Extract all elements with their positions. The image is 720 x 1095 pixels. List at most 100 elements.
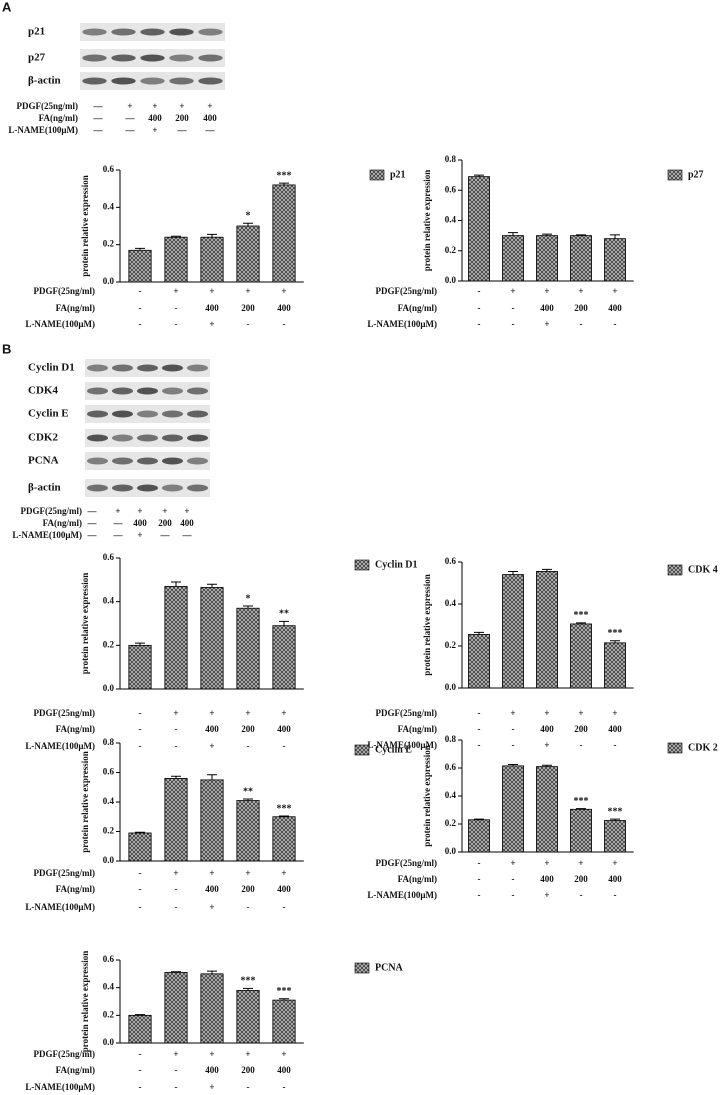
y-tick-label: 0.2 bbox=[445, 818, 457, 828]
error-bar bbox=[243, 605, 253, 609]
condition-label: L-NAME(100μM) bbox=[25, 319, 95, 329]
bar bbox=[502, 574, 524, 689]
condition-value: + bbox=[209, 1049, 214, 1059]
bar bbox=[570, 808, 592, 853]
condition-value: - bbox=[283, 902, 286, 912]
condition-label: PDGF(25ng/ml) bbox=[34, 708, 96, 718]
bar bbox=[200, 779, 224, 862]
condition-value: - bbox=[512, 303, 515, 313]
y-axis-label: protein relative expression bbox=[80, 751, 90, 853]
condition-label: PDGF(25ng/ml) bbox=[34, 286, 96, 296]
condition-value: 200 bbox=[158, 518, 172, 528]
condition-value: 400 bbox=[277, 884, 291, 894]
legend-label: CDK 4 bbox=[688, 564, 718, 575]
y-tick-label: 0.6 bbox=[445, 762, 457, 772]
y-tick-label: 0.4 bbox=[103, 796, 115, 806]
bar bbox=[164, 778, 188, 862]
condition-label: PDGF(25ng/ml) bbox=[34, 868, 96, 878]
bar bbox=[200, 587, 224, 690]
significance: *** bbox=[608, 806, 623, 817]
condition-value: + bbox=[173, 868, 178, 878]
blot-label: CDK4 bbox=[28, 385, 58, 397]
condition-label: L-NAME(100μM) bbox=[12, 530, 82, 540]
bar bbox=[128, 644, 152, 690]
condition-value: + bbox=[115, 506, 120, 516]
condition-value: — bbox=[177, 125, 188, 135]
condition-value: 400 bbox=[277, 303, 291, 313]
blot-band bbox=[111, 28, 136, 36]
error-bar bbox=[474, 631, 484, 635]
blot-band bbox=[140, 54, 165, 62]
error-bar bbox=[279, 998, 289, 1001]
condition-value: + bbox=[245, 708, 250, 718]
condition-value: 400 bbox=[540, 724, 554, 734]
y-tick-label: 0.0 bbox=[445, 275, 457, 285]
error-bar bbox=[171, 971, 181, 973]
condition-value: - bbox=[139, 708, 142, 718]
condition-value: + bbox=[152, 125, 157, 135]
condition-value: — bbox=[125, 113, 136, 123]
condition-value: - bbox=[283, 1082, 286, 1092]
condition-label: L-NAME(100μM) bbox=[8, 125, 78, 135]
condition-value: - bbox=[139, 319, 142, 329]
condition-value: + bbox=[209, 1082, 214, 1092]
blot-band bbox=[137, 457, 158, 465]
y-tick-label: 0.4 bbox=[103, 982, 115, 992]
condition-value: + bbox=[612, 708, 617, 718]
significance: *** bbox=[608, 628, 623, 639]
condition-value: - bbox=[139, 724, 142, 734]
bar bbox=[604, 238, 626, 282]
bar bbox=[164, 972, 188, 1044]
condition-value: + bbox=[173, 1049, 178, 1059]
y-tick-label: 0.6 bbox=[103, 164, 115, 174]
blot-band bbox=[169, 28, 194, 36]
significance: *** bbox=[277, 170, 292, 181]
significance: ** bbox=[243, 786, 253, 797]
condition-value: + bbox=[209, 319, 214, 329]
blot-band bbox=[87, 387, 108, 395]
legend-swatch bbox=[667, 564, 683, 576]
condition-value: — bbox=[87, 518, 98, 528]
bar bbox=[128, 249, 152, 283]
condition-label: PDGF(25ng/ml) bbox=[376, 708, 438, 718]
blot-band bbox=[137, 364, 158, 372]
condition-value: + bbox=[281, 1049, 286, 1059]
significance: *** bbox=[277, 986, 292, 997]
significance: *** bbox=[574, 610, 589, 621]
condition-value: - bbox=[139, 884, 142, 894]
significance: * bbox=[246, 593, 251, 604]
y-axis-label: protein relative expression bbox=[80, 175, 90, 277]
blot-band bbox=[140, 77, 165, 85]
condition-value: + bbox=[173, 708, 178, 718]
error-bar bbox=[279, 182, 289, 185]
condition-value: — bbox=[87, 530, 98, 540]
condition-value: - bbox=[512, 724, 515, 734]
error-bar bbox=[610, 818, 620, 821]
condition-value: + bbox=[152, 101, 157, 111]
condition-value: 400 bbox=[203, 113, 217, 123]
blot-label: PCNA bbox=[28, 455, 59, 467]
bar bbox=[502, 765, 524, 853]
condition-label: L-NAME(100μM) bbox=[367, 740, 437, 750]
condition-value: + bbox=[245, 1049, 250, 1059]
significance: *** bbox=[241, 976, 256, 987]
condition-value: - bbox=[175, 724, 178, 734]
condition-value: - bbox=[478, 319, 481, 329]
bar bbox=[272, 816, 296, 862]
legend-swatch bbox=[369, 169, 385, 181]
condition-value: — bbox=[93, 101, 104, 111]
bar bbox=[200, 973, 224, 1044]
bar bbox=[536, 766, 558, 853]
blot-label: p27 bbox=[28, 52, 46, 64]
condition-value: - bbox=[614, 319, 617, 329]
condition-value: - bbox=[247, 319, 250, 329]
error-bar bbox=[243, 222, 253, 226]
condition-value: + bbox=[245, 868, 250, 878]
condition-value: - bbox=[512, 874, 515, 884]
condition-value: — bbox=[113, 518, 124, 528]
condition-label: FA(ng/ml) bbox=[398, 874, 437, 884]
y-axis-label: protein relative expression bbox=[422, 745, 432, 847]
bar bbox=[128, 832, 152, 862]
blot-band bbox=[82, 54, 107, 62]
blot-band bbox=[112, 387, 133, 395]
